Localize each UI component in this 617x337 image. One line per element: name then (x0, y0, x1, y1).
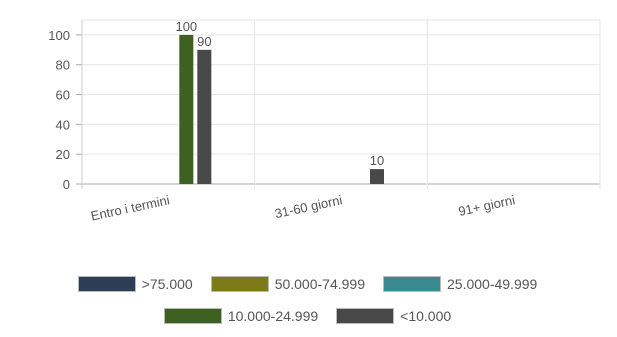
legend-label-2: 25.000-49.999 (447, 276, 538, 292)
y-tick-label-3: 60 (56, 88, 70, 103)
legend-swatch-4 (336, 308, 395, 324)
legend-label-0: >75.000 (141, 276, 193, 292)
bar-0-3 (179, 34, 194, 185)
y-axis-ticks: 0 20 40 60 80 100 (48, 28, 70, 192)
y-tick-label-1: 20 (56, 147, 70, 162)
data-label-1: 90 (197, 34, 211, 49)
legend-row-1: >75.000 50.000-74.999 25.000-49.999 (0, 273, 617, 295)
bars (179, 34, 384, 185)
legend-swatch-3 (163, 308, 222, 324)
legend-swatch-0 (77, 276, 136, 292)
legend-swatch-1 (210, 276, 269, 292)
x-category-label-1: 31-60 giorni (273, 192, 343, 221)
x-category-label-2: 91+ giorni (457, 192, 516, 219)
y-tick-label-0: 0 (63, 177, 70, 192)
legend-swatch-2 (383, 276, 441, 292)
y-tick-label-4: 80 (56, 58, 70, 73)
y-tick-label-2: 40 (56, 117, 70, 132)
bar-0-4 (197, 49, 212, 185)
legend-item-3[interactable]: 10.000-24.999 (163, 308, 319, 324)
x-axis-categories: Entro i termini 31-60 giorni 91+ giorni (89, 192, 516, 223)
legend-label-4: <10.000 (400, 308, 452, 324)
data-label-2: 10 (370, 153, 384, 168)
legend: >75.000 50.000-74.999 25.000-49.999 10.000… (0, 273, 617, 337)
legend-item-4[interactable]: <10.000 (336, 308, 451, 324)
bar-1-4 (370, 169, 384, 184)
legend-label-3: 10.000-24.999 (227, 308, 319, 324)
x-category-label-0: Entro i termini (89, 192, 171, 223)
grid-lines (76, 19, 601, 189)
legend-item-2[interactable]: 25.000-49.999 (383, 276, 537, 292)
data-label-0: 100 (175, 19, 197, 34)
legend-label-1: 50.000-74.999 (274, 276, 365, 292)
legend-row-2: 10.000-24.999 <10.000 (0, 305, 617, 327)
y-tick-label-5: 100 (48, 28, 70, 43)
legend-item-0[interactable]: >75.000 (77, 276, 193, 292)
legend-item-1[interactable]: 50.000-74.999 (210, 276, 365, 292)
